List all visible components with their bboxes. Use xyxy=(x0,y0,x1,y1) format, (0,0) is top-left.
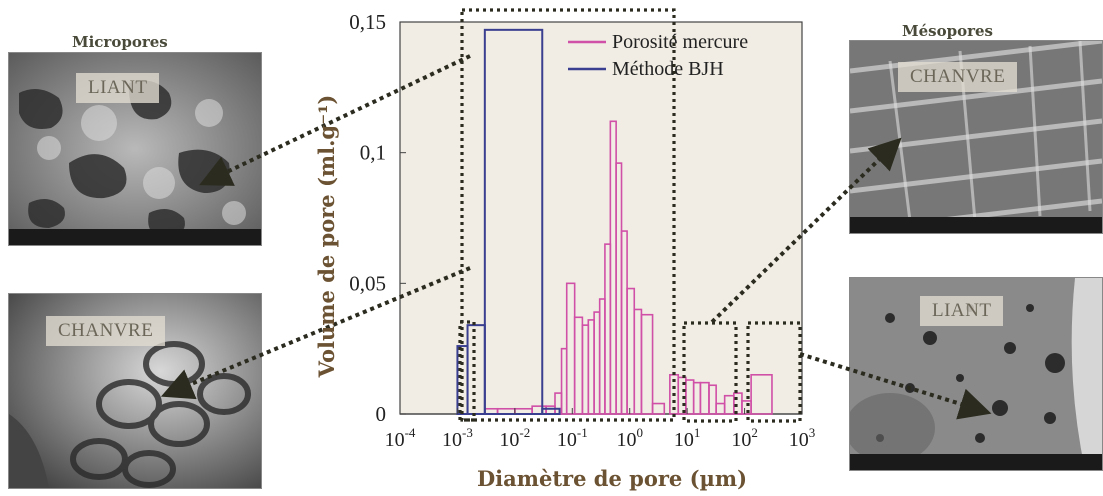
legend-label: Méthode BJH xyxy=(612,58,724,80)
x-axis-label: Diamètre de pore (µm) xyxy=(477,466,747,491)
x-tick-label: 10-2 xyxy=(499,425,530,451)
bjh-bar xyxy=(483,28,544,416)
x-tick-label: 100 xyxy=(616,425,643,451)
mercury-bar xyxy=(708,384,717,415)
arrow-to-chanvre-micro xyxy=(160,266,471,400)
x-tick-label: 10-3 xyxy=(442,425,473,451)
photo-label-liant-micro: LIANT xyxy=(76,73,160,103)
y-tick-label: 0,15 xyxy=(349,10,386,34)
photo-label-chanvre-meso: CHANVRE xyxy=(898,62,1018,92)
arrow-to-liant-meso xyxy=(799,352,992,420)
y-axis-label: Volume de pore (ml.g⁻¹) xyxy=(314,95,339,379)
y-tick-label: 0,1 xyxy=(360,141,386,165)
x-tick-label: 102 xyxy=(731,425,758,451)
y-tick-label: 0 xyxy=(376,402,387,426)
photo-label-liant-meso: LIANT xyxy=(920,296,1004,326)
photo-label-chanvre-micro: CHANVRE xyxy=(46,316,166,346)
x-tick-label: 10-4 xyxy=(385,425,416,451)
mercury-bar xyxy=(651,402,666,415)
mesopores-title: Mésopores xyxy=(902,22,993,40)
mesopore-region-box-2 xyxy=(746,321,802,423)
micropore-region-box xyxy=(460,8,676,422)
x-tick-label: 10-1 xyxy=(557,425,588,451)
y-tick-label: 0,05 xyxy=(349,271,386,295)
mesopore-region-box-1 xyxy=(682,321,738,423)
micropore-inner-box xyxy=(458,320,476,422)
mercury-bar xyxy=(640,313,654,415)
x-tick-label: 103 xyxy=(789,425,816,451)
arrow-to-liant-micro xyxy=(199,54,471,186)
arrow-to-chanvre-meso xyxy=(710,137,902,324)
bjh-bar xyxy=(541,407,561,416)
sem-photo-chanvre-meso xyxy=(849,40,1103,234)
mercury-bar xyxy=(750,373,773,415)
legend-label: Porosité mercure xyxy=(612,31,748,53)
x-tick-label: 101 xyxy=(674,425,701,451)
micropores-title: Micropores xyxy=(72,33,168,51)
